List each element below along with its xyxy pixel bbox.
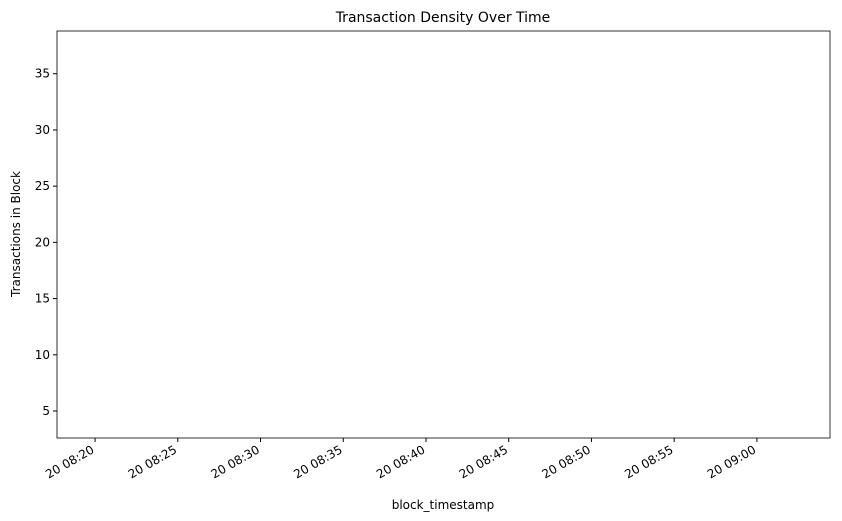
- y-tick-label: 15: [35, 292, 50, 306]
- y-tick-label: 30: [35, 123, 50, 137]
- x-tick-label: 20 08:55: [622, 442, 675, 481]
- x-tick-label: 20 08:50: [539, 442, 592, 481]
- y-tick-label: 20: [35, 235, 50, 249]
- plot-frame: [56, 30, 831, 439]
- x-tick-label: 20 08:30: [209, 442, 262, 481]
- x-tick-label: 20 08:45: [457, 442, 510, 481]
- chart-title: Transaction Density Over Time: [335, 10, 551, 26]
- x-tick-label: 20 08:35: [291, 442, 344, 481]
- y-tick-label: 10: [35, 348, 50, 362]
- y-tick-label: 35: [35, 67, 50, 81]
- x-tick-label: 20 08:40: [374, 442, 427, 481]
- x-axis-label: block_timestamp: [392, 498, 495, 512]
- x-tick-label: 20 08:25: [126, 442, 179, 481]
- y-tick-label: 25: [35, 179, 50, 193]
- y-tick-label: 5: [42, 404, 50, 418]
- y-axis-label: Transactions in Block: [9, 171, 23, 298]
- x-tick-label: 20 08:20: [43, 442, 96, 481]
- x-tick-label: 20 09:00: [705, 442, 758, 481]
